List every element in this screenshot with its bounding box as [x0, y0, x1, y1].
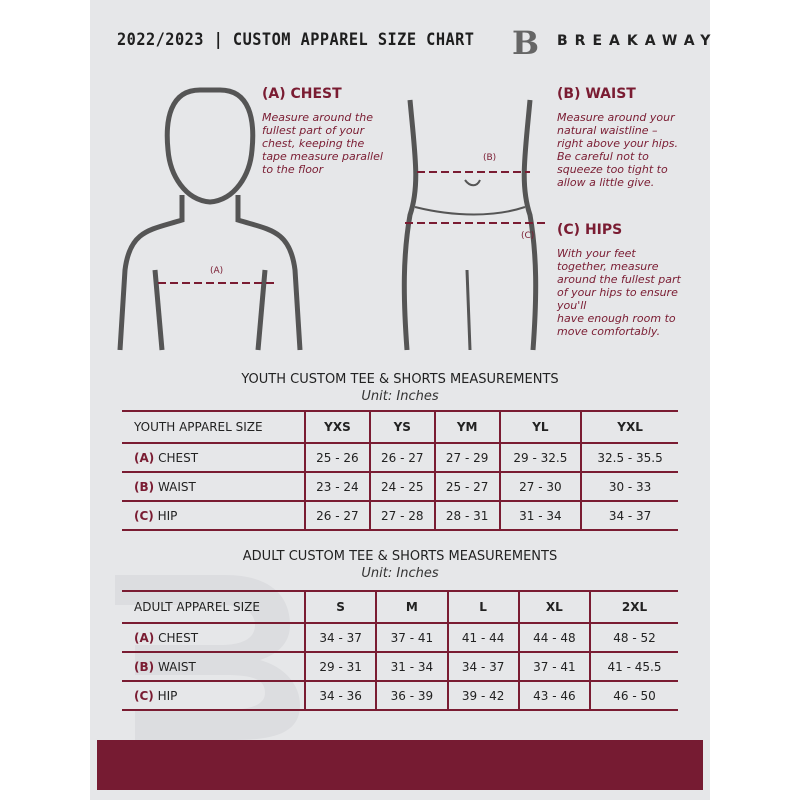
header-cell: YXS	[304, 410, 370, 444]
waist-heading: (B) WAIST	[557, 86, 636, 102]
table-cell: 32.5 - 35.5	[580, 442, 678, 473]
table-cell: 24 - 25	[368, 471, 435, 502]
youth-unit: Unit: Inches	[361, 389, 439, 404]
adult-table-title: ADULT CUSTOM TEE & SHORTS MEASUREMENTS	[242, 549, 558, 564]
chest-heading: (A) CHEST	[262, 86, 342, 102]
row-label: (B) WAIST	[122, 651, 305, 682]
table-row: (A) CHEST 25 - 26 26 - 27 27 - 29 29 - 32.5 3…	[122, 442, 678, 473]
header-cell: YOUTH APPAREL SIZE	[122, 410, 305, 444]
table-cell: 34 - 37	[446, 651, 519, 682]
row-label: (A) CHEST	[122, 442, 305, 473]
table-cell: 34 - 37	[303, 622, 377, 653]
brand-name: BREAKAWAY	[557, 33, 718, 49]
table-cell: 25 - 27	[433, 471, 500, 502]
table-cell: 34 - 36	[303, 680, 377, 711]
table-cell: 27 - 28	[368, 500, 435, 531]
table-cell: 29 - 31	[303, 651, 377, 682]
chest-description: Measure around the fullest part of your ch…	[262, 111, 383, 176]
upper-body-illustration	[117, 87, 303, 351]
row-label: (C) HIP	[122, 680, 305, 711]
table-cell: 28 - 31	[433, 500, 500, 531]
table-cell: 30 - 33	[580, 471, 678, 502]
youth-table-title: YOUTH CUSTOM TEE & SHORTS MEASUREMENTS	[241, 372, 559, 387]
header-cell: M	[375, 590, 448, 624]
table-cell: 44 - 48	[517, 622, 590, 653]
table-cell: 46 - 50	[589, 680, 678, 711]
lower-body-illustration	[401, 99, 545, 351]
table-cell: 27 - 29	[433, 442, 500, 473]
youth-size-table: YOUTH APPAREL SIZE YXS YS YM YL YXL (A) CHEST 2…	[122, 410, 678, 531]
table-cell: 37 - 41	[375, 622, 448, 653]
table-cell: 27 - 30	[498, 471, 582, 502]
adult-unit: Unit: Inches	[361, 566, 439, 581]
table-header-row: YOUTH APPAREL SIZE YXS YS YM YL YXL	[122, 410, 678, 444]
adult-size-table: ADULT APPAREL SIZE S M L XL 2XL (A) CHEST 34 - …	[122, 590, 678, 711]
header-cell: XL	[517, 590, 590, 624]
table-cell: 41 - 45.5	[589, 651, 678, 682]
page-title: 2022/2023 | CUSTOM APPAREL SIZE CHART	[117, 30, 475, 50]
table-cell: 43 - 46	[517, 680, 590, 711]
header-cell: ADULT APPAREL SIZE	[122, 590, 305, 624]
header-cell: YL	[498, 410, 582, 444]
table-cell: 29 - 32.5	[498, 442, 582, 473]
row-label: (B) WAIST	[122, 471, 305, 502]
table-row: (C) HIP 26 - 27 27 - 28 28 - 31 31 - 34 34 - …	[122, 500, 678, 531]
hips-description: With your feet together, measure around th…	[557, 247, 681, 338]
brand-logo-icon: B	[512, 24, 540, 62]
table-cell: 34 - 37	[580, 500, 678, 531]
table-header-row: ADULT APPAREL SIZE S M L XL 2XL	[122, 590, 678, 624]
row-label: (A) CHEST	[122, 622, 305, 653]
table-cell: 37 - 41	[517, 651, 590, 682]
table-cell: 36 - 39	[375, 680, 448, 711]
table-cell: 26 - 27	[368, 442, 435, 473]
table-cell: 48 - 52	[589, 622, 678, 653]
waist-description: Measure around your natural waistline – ri…	[557, 111, 679, 189]
table-cell: 31 - 34	[375, 651, 448, 682]
hips-heading: (C) HIPS	[557, 222, 623, 238]
table-cell: 23 - 24	[304, 471, 370, 502]
table-cell: 31 - 34	[498, 500, 582, 531]
table-row: (A) CHEST 34 - 37 37 - 41 41 - 44 44 - 48 48 …	[122, 622, 678, 653]
table-row: (B) WAIST 29 - 31 31 - 34 34 - 37 37 - 41 41 …	[122, 651, 678, 682]
header-cell: YS	[368, 410, 435, 444]
table-row: (C) HIP 34 - 36 36 - 39 39 - 42 43 - 46 46 - …	[122, 680, 678, 711]
footer-bar	[97, 740, 703, 790]
row-label: (C) HIP	[122, 500, 305, 531]
hips-marker: (C)	[521, 231, 535, 241]
header-cell: L	[446, 590, 519, 624]
header-cell: 2XL	[589, 590, 678, 624]
table-row: (B) WAIST 23 - 24 24 - 25 25 - 27 27 - 30 30 …	[122, 471, 678, 502]
header-cell: YM	[433, 410, 500, 444]
waist-marker: (B)	[483, 153, 497, 163]
table-cell: 39 - 42	[446, 680, 519, 711]
chest-marker: (A)	[210, 266, 224, 276]
table-cell: 26 - 27	[304, 500, 370, 531]
table-cell: 25 - 26	[304, 442, 370, 473]
table-cell: 41 - 44	[446, 622, 519, 653]
header-cell: YXL	[580, 410, 678, 444]
header-cell: S	[303, 590, 377, 624]
